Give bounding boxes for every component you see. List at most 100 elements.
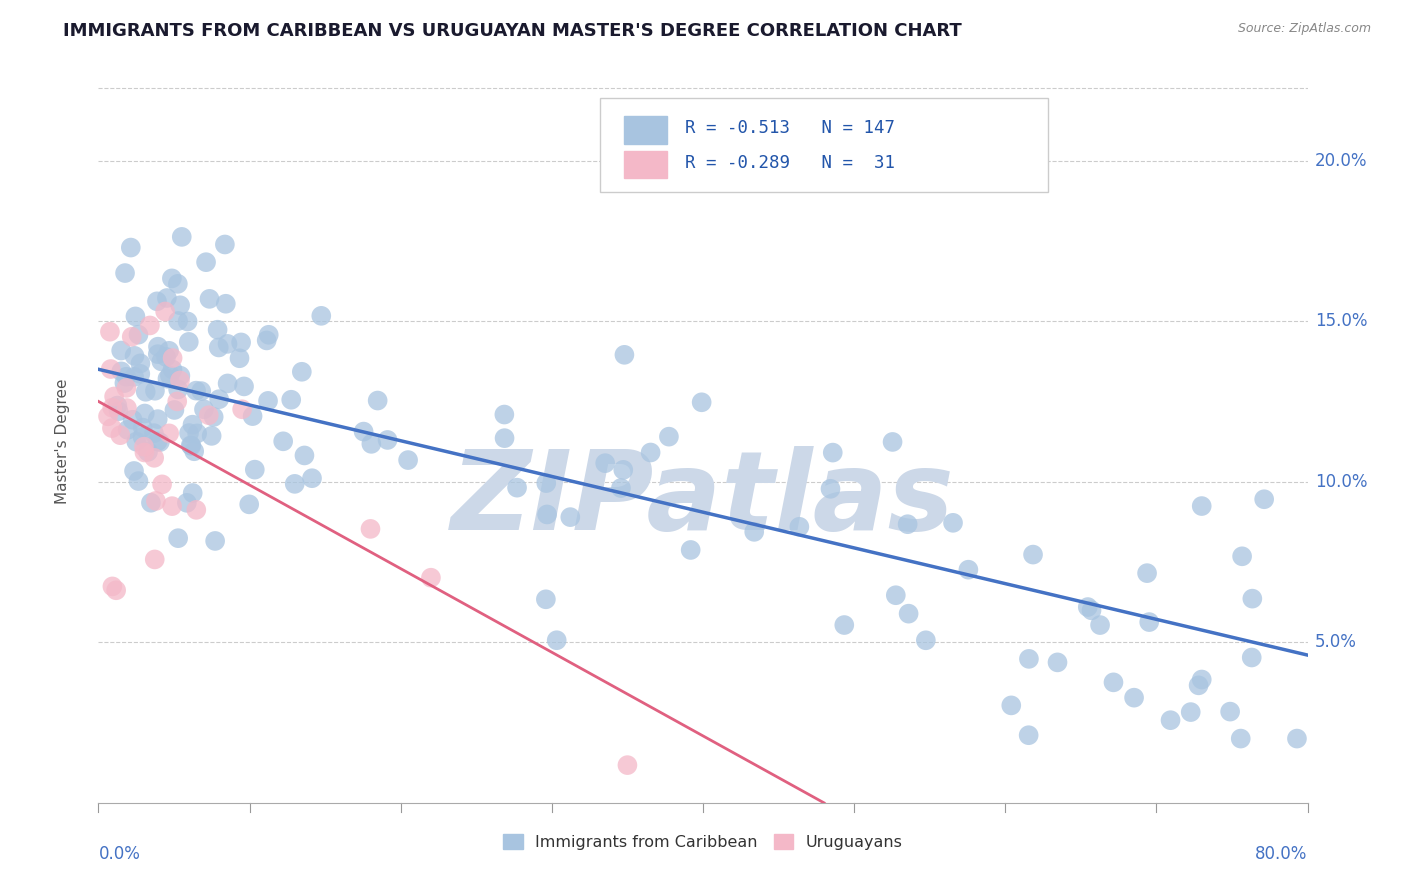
Point: [124, 349, 146, 363]
Point: [163, 403, 186, 417]
Point: [139, 496, 162, 510]
Point: [143, 552, 166, 566]
Point: [243, 462, 266, 476]
Point: [546, 633, 568, 648]
Point: [242, 409, 264, 423]
Text: R = -0.513   N = 147: R = -0.513 N = 147: [685, 119, 894, 137]
Point: [884, 588, 907, 602]
Point: [640, 445, 662, 459]
Point: [238, 497, 260, 511]
Point: [202, 409, 225, 424]
Point: [1046, 656, 1069, 670]
Point: [197, 408, 219, 422]
Point: [146, 294, 169, 309]
Point: [160, 271, 183, 285]
Point: [1088, 618, 1111, 632]
Point: [110, 428, 132, 442]
Point: [690, 395, 713, 409]
Point: [820, 482, 842, 496]
Point: [233, 379, 256, 393]
Point: [136, 445, 159, 459]
Text: 10.0%: 10.0%: [1315, 473, 1368, 491]
Point: [789, 520, 811, 534]
Text: Master's Degree: Master's Degree: [55, 379, 70, 504]
Point: [127, 327, 149, 342]
Point: [162, 351, 184, 365]
Point: [166, 394, 188, 409]
Point: [153, 304, 176, 318]
Point: [301, 471, 323, 485]
Point: [169, 374, 191, 388]
Point: [129, 356, 152, 370]
Point: [1191, 673, 1213, 687]
Point: [121, 330, 143, 344]
Point: [139, 318, 162, 333]
Point: [1123, 690, 1146, 705]
Point: [1018, 652, 1040, 666]
Point: [1241, 591, 1264, 606]
Point: [176, 496, 198, 510]
Point: [127, 474, 149, 488]
Point: [201, 429, 224, 443]
Text: ZIPatlas: ZIPatlas: [451, 446, 955, 553]
Point: [257, 393, 280, 408]
Point: [157, 426, 180, 441]
Point: [742, 524, 765, 539]
Point: [536, 476, 558, 491]
FancyBboxPatch shape: [600, 98, 1047, 193]
Point: [897, 607, 920, 621]
Bar: [624, 151, 666, 178]
Point: [180, 439, 202, 453]
Point: [610, 481, 633, 495]
Point: [114, 266, 136, 280]
Point: [131, 430, 153, 444]
Point: [105, 583, 128, 598]
Point: [177, 334, 200, 349]
Point: [215, 297, 238, 311]
Point: [1285, 731, 1308, 746]
Point: [280, 392, 302, 407]
Point: [105, 399, 128, 413]
Point: [132, 420, 155, 434]
Point: [146, 347, 169, 361]
Text: 15.0%: 15.0%: [1315, 312, 1368, 330]
Point: [167, 383, 190, 397]
Point: [207, 323, 229, 337]
Point: [146, 412, 169, 426]
Point: [129, 367, 152, 381]
Point: [1022, 548, 1045, 562]
Point: [160, 499, 183, 513]
Point: [420, 571, 443, 585]
Point: [162, 362, 184, 376]
Point: [150, 354, 173, 368]
Point: [115, 401, 138, 415]
Point: [882, 434, 904, 449]
Point: [291, 365, 314, 379]
Point: [122, 369, 145, 384]
Point: [294, 449, 316, 463]
Text: Source: ZipAtlas.com: Source: ZipAtlas.com: [1237, 22, 1371, 36]
Point: [177, 425, 200, 440]
Point: [1240, 650, 1263, 665]
Point: [195, 255, 218, 269]
Point: [107, 404, 129, 418]
Point: [506, 481, 529, 495]
Point: [284, 476, 307, 491]
Point: [679, 543, 702, 558]
Point: [612, 463, 634, 477]
Point: [100, 362, 122, 376]
Point: [115, 381, 138, 395]
Point: [101, 421, 124, 435]
Text: 80.0%: 80.0%: [1256, 845, 1308, 863]
Point: [169, 368, 191, 383]
Point: [228, 351, 250, 366]
Point: [353, 425, 375, 439]
Point: [377, 433, 399, 447]
Point: [125, 434, 148, 449]
Point: [112, 376, 135, 390]
Point: [103, 389, 125, 403]
Point: [176, 314, 198, 328]
Text: 0.0%: 0.0%: [98, 845, 141, 863]
Text: 5.0%: 5.0%: [1315, 633, 1357, 651]
Point: [360, 522, 382, 536]
